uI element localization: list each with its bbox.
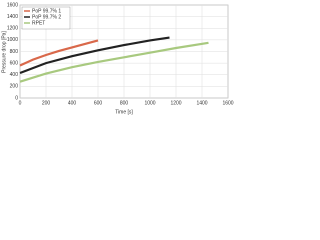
legend-label: PoP 99.7% 2 <box>32 14 61 20</box>
y-tick-label: 400 <box>10 72 19 78</box>
x-tick-label: 1600 <box>222 100 233 106</box>
y-tick-label: 200 <box>10 84 19 90</box>
x-tick-label: 200 <box>42 100 51 106</box>
y-tick-label: 1600 <box>7 2 18 8</box>
y-tick-label: 0 <box>15 95 18 101</box>
x-tick-label: 0 <box>19 100 22 106</box>
legend-label: RPET <box>32 20 45 26</box>
y-tick-label: 1200 <box>7 26 18 32</box>
chart: Time [s] Pressure drop [Pa] 0 200 400 600 80… <box>1 2 233 115</box>
x-tick-label: 400 <box>68 100 77 106</box>
series-line <box>19 39 99 67</box>
y-tick-label: 800 <box>10 49 19 55</box>
y-tick-label: 1000 <box>7 37 18 43</box>
y-tick-label: 1400 <box>7 14 18 20</box>
x-tick-label: 1000 <box>144 100 155 106</box>
y-tick-label: 600 <box>10 60 19 66</box>
x-tick-label: 1200 <box>170 100 181 106</box>
x-tick-label: 800 <box>120 100 129 106</box>
legend-box <box>21 6 71 30</box>
x-tick-label: 1400 <box>196 100 207 106</box>
series-line <box>19 41 209 83</box>
x-axis-label: Time [s] <box>115 109 133 115</box>
series-line <box>19 36 170 75</box>
legend-label: PoP 99.7% 1 <box>32 8 61 14</box>
y-axis-label: Pressure drop [Pa] <box>1 31 7 73</box>
x-tick-label: 600 <box>94 100 103 106</box>
